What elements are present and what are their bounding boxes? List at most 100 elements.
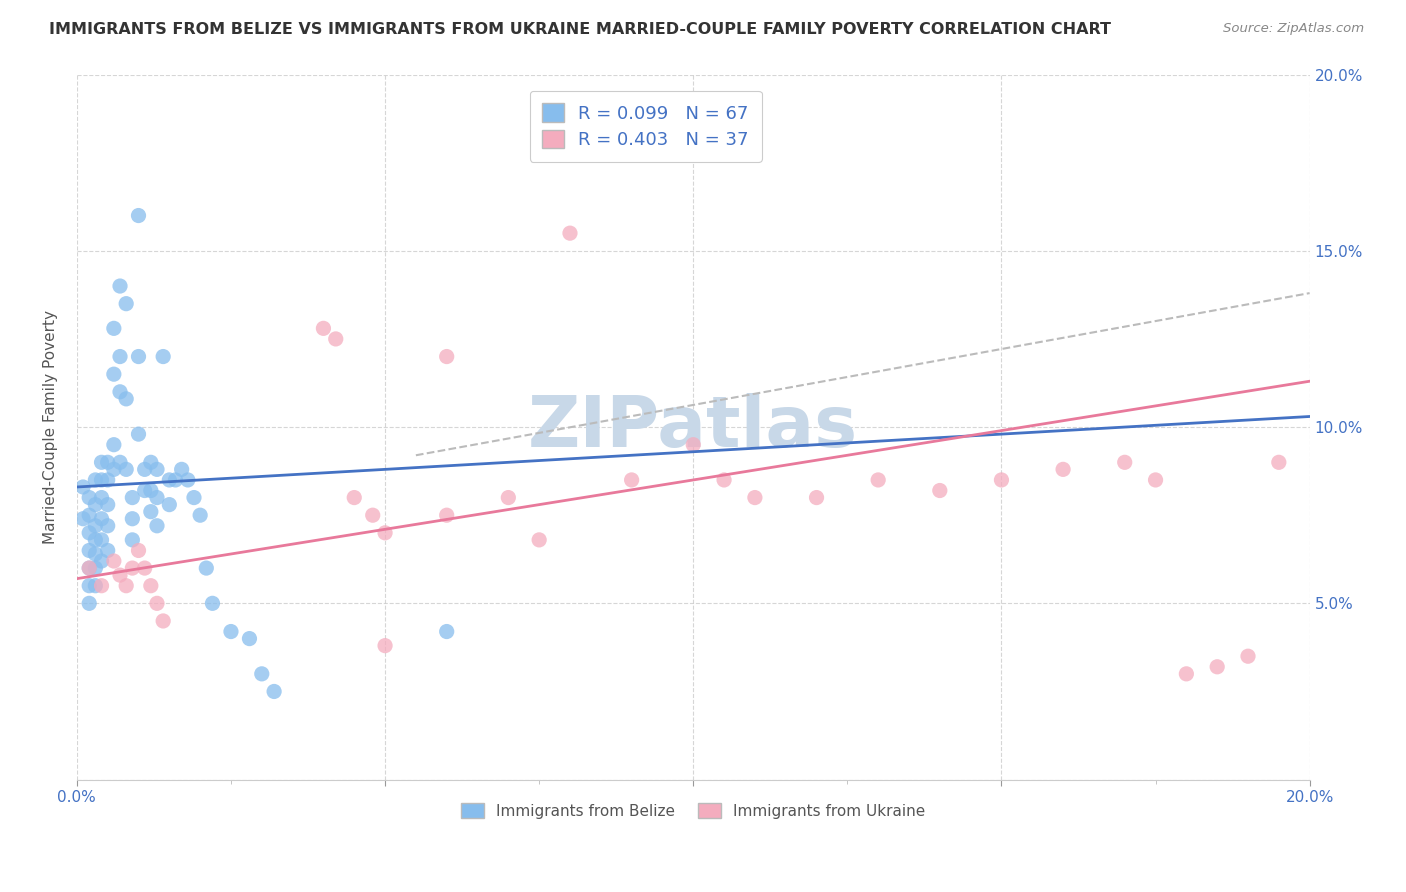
Point — [152, 350, 174, 364]
Point — [77, 491, 100, 505]
Point — [152, 614, 174, 628]
Point — [115, 462, 138, 476]
Point — [146, 491, 169, 505]
Point — [436, 350, 458, 364]
Point — [325, 332, 347, 346]
Point — [139, 579, 162, 593]
Point — [527, 533, 550, 547]
Point — [90, 512, 112, 526]
Point — [77, 543, 100, 558]
Text: IMMIGRANTS FROM BELIZE VS IMMIGRANTS FROM UKRAINE MARRIED-COUPLE FAMILY POVERTY : IMMIGRANTS FROM BELIZE VS IMMIGRANTS FRO… — [49, 22, 1111, 37]
Point — [146, 596, 169, 610]
Point — [195, 561, 218, 575]
Point — [806, 491, 828, 505]
Point — [115, 392, 138, 406]
Point — [97, 455, 120, 469]
Point — [128, 350, 150, 364]
Point — [128, 427, 150, 442]
Point — [1175, 666, 1198, 681]
Point — [134, 561, 156, 575]
Point — [1052, 462, 1074, 476]
Point — [157, 473, 180, 487]
Point — [121, 533, 143, 547]
Point — [84, 473, 107, 487]
Point — [97, 498, 120, 512]
Point — [90, 533, 112, 547]
Point — [90, 491, 112, 505]
Point — [1114, 455, 1136, 469]
Point — [263, 684, 285, 698]
Point — [84, 579, 107, 593]
Point — [343, 491, 366, 505]
Y-axis label: Married-Couple Family Poverty: Married-Couple Family Poverty — [44, 310, 58, 544]
Point — [97, 473, 120, 487]
Point — [77, 579, 100, 593]
Point — [84, 547, 107, 561]
Text: Source: ZipAtlas.com: Source: ZipAtlas.com — [1223, 22, 1364, 36]
Point — [97, 543, 120, 558]
Point — [312, 321, 335, 335]
Point — [139, 505, 162, 519]
Point — [682, 438, 704, 452]
Point — [77, 508, 100, 523]
Point — [1268, 455, 1291, 469]
Point — [121, 491, 143, 505]
Point — [128, 209, 150, 223]
Point — [374, 525, 396, 540]
Point — [108, 350, 131, 364]
Point — [103, 554, 125, 568]
Point — [77, 525, 100, 540]
Legend: Immigrants from Belize, Immigrants from Ukraine: Immigrants from Belize, Immigrants from … — [456, 797, 932, 825]
Point — [90, 455, 112, 469]
Point — [165, 473, 187, 487]
Point — [134, 483, 156, 498]
Point — [177, 473, 200, 487]
Point — [128, 543, 150, 558]
Point — [134, 462, 156, 476]
Point — [84, 561, 107, 575]
Point — [928, 483, 950, 498]
Point — [90, 473, 112, 487]
Point — [990, 473, 1012, 487]
Point — [103, 462, 125, 476]
Point — [108, 384, 131, 399]
Point — [183, 491, 205, 505]
Point — [374, 639, 396, 653]
Point — [97, 518, 120, 533]
Point — [72, 480, 94, 494]
Point — [188, 508, 211, 523]
Point — [498, 491, 520, 505]
Point — [121, 512, 143, 526]
Point — [108, 455, 131, 469]
Point — [139, 455, 162, 469]
Point — [139, 483, 162, 498]
Point — [115, 579, 138, 593]
Point — [108, 568, 131, 582]
Point — [84, 533, 107, 547]
Point — [436, 508, 458, 523]
Point — [1144, 473, 1167, 487]
Text: ZIPatlas: ZIPatlas — [529, 392, 858, 461]
Point — [90, 554, 112, 568]
Point — [121, 561, 143, 575]
Point — [868, 473, 890, 487]
Point — [84, 498, 107, 512]
Point — [108, 279, 131, 293]
Point — [1206, 660, 1229, 674]
Point — [436, 624, 458, 639]
Point — [250, 666, 273, 681]
Point — [1237, 649, 1260, 664]
Point — [103, 367, 125, 381]
Point — [72, 512, 94, 526]
Point — [620, 473, 643, 487]
Point — [77, 596, 100, 610]
Point — [84, 518, 107, 533]
Point — [157, 498, 180, 512]
Point — [115, 296, 138, 310]
Point — [103, 321, 125, 335]
Point — [558, 226, 581, 240]
Point — [77, 561, 100, 575]
Point — [90, 579, 112, 593]
Point — [201, 596, 224, 610]
Point — [238, 632, 260, 646]
